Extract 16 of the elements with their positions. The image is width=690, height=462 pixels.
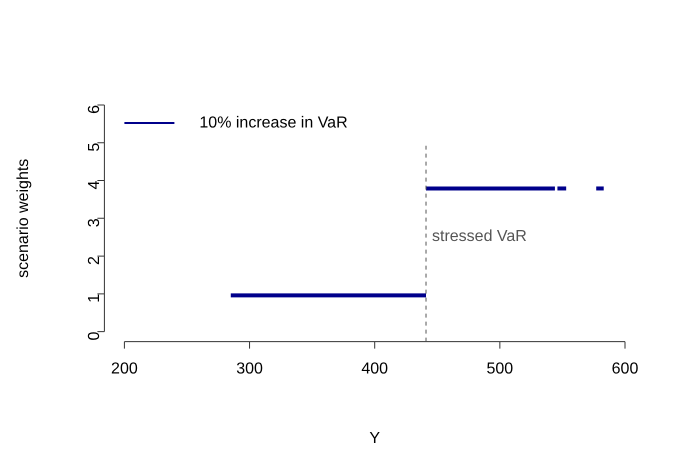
x-axis-title: Y: [369, 430, 380, 447]
y-tick-label: 3: [86, 218, 103, 228]
y-tick-label: 0: [86, 332, 103, 341]
y-tick-label: 4: [86, 180, 103, 190]
y-axis-title: scenario weights: [15, 158, 32, 278]
legend-label: 10% increase in VaR: [199, 114, 348, 132]
x-tick-label: 200: [111, 360, 138, 378]
y-tick-label: 1: [86, 294, 103, 303]
x-tick-label: 500: [486, 360, 514, 378]
y-tick-label: 5: [86, 142, 103, 152]
x-tick-label: 400: [361, 360, 388, 378]
x-tick-label: 300: [236, 360, 263, 378]
ref-line-label: stressed VaR: [432, 228, 527, 245]
y-tick-label: 2: [86, 256, 103, 265]
y-tick-label: 6: [86, 104, 103, 114]
x-tick-label: 600: [612, 360, 638, 378]
